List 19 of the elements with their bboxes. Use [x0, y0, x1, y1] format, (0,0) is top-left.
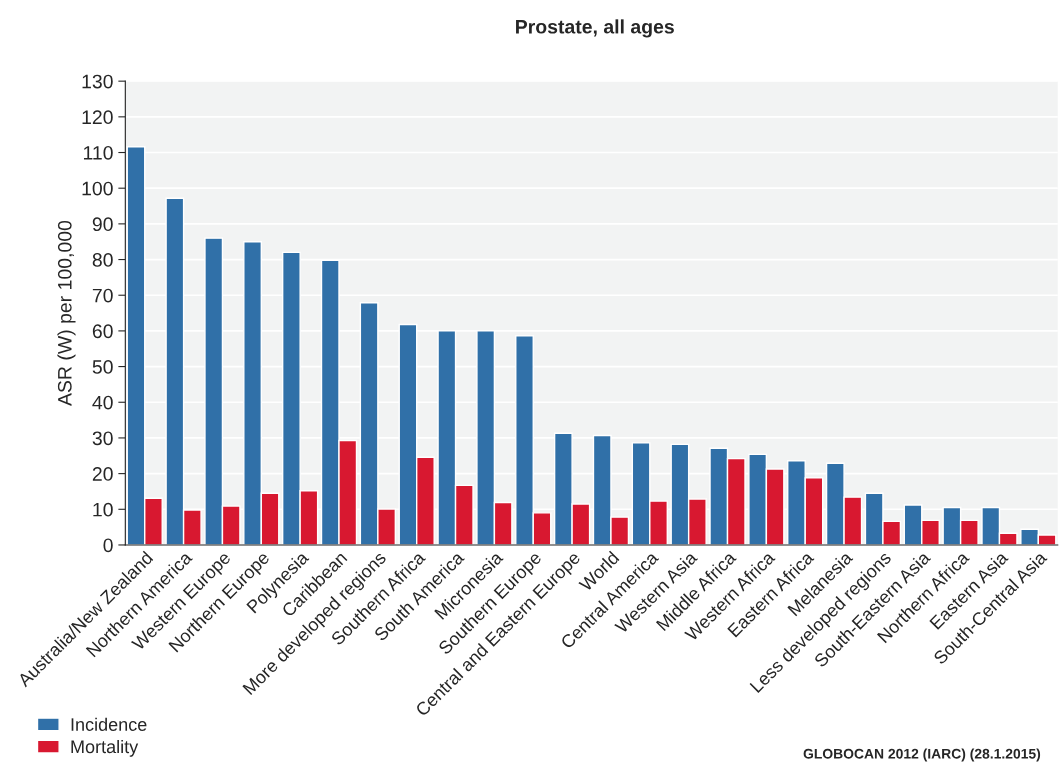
- y-tick-label: 90: [92, 217, 113, 232]
- legend-label: Incidence: [71, 717, 147, 731]
- y-tick-label: 10: [93, 502, 113, 517]
- text: GLOBOCAN 2012 (IARC) (28.1.2015): [803, 748, 1041, 762]
- y-tick-label: 0: [103, 538, 113, 553]
- y-tick-label: 80: [92, 253, 113, 267]
- legend-label: Mortality: [71, 739, 139, 757]
- chart-title: Prostate, all ages: [516, 19, 674, 38]
- y-tick-label: 120: [82, 110, 113, 125]
- y-tick-label: 50: [92, 360, 113, 374]
- y-tick-label: 60: [92, 324, 113, 339]
- y-tick-label: 100: [82, 181, 113, 196]
- y-tick-label: 130: [82, 74, 113, 89]
- y-tick-label: 30: [92, 431, 113, 446]
- y-axis-title: ASR (W) per 100,000: [57, 220, 76, 406]
- y-tick-label: 70: [92, 288, 113, 303]
- y-tick-label: 110: [83, 145, 113, 160]
- y-tick-label: 20: [92, 467, 113, 481]
- y-tick-label: 40: [92, 395, 113, 410]
